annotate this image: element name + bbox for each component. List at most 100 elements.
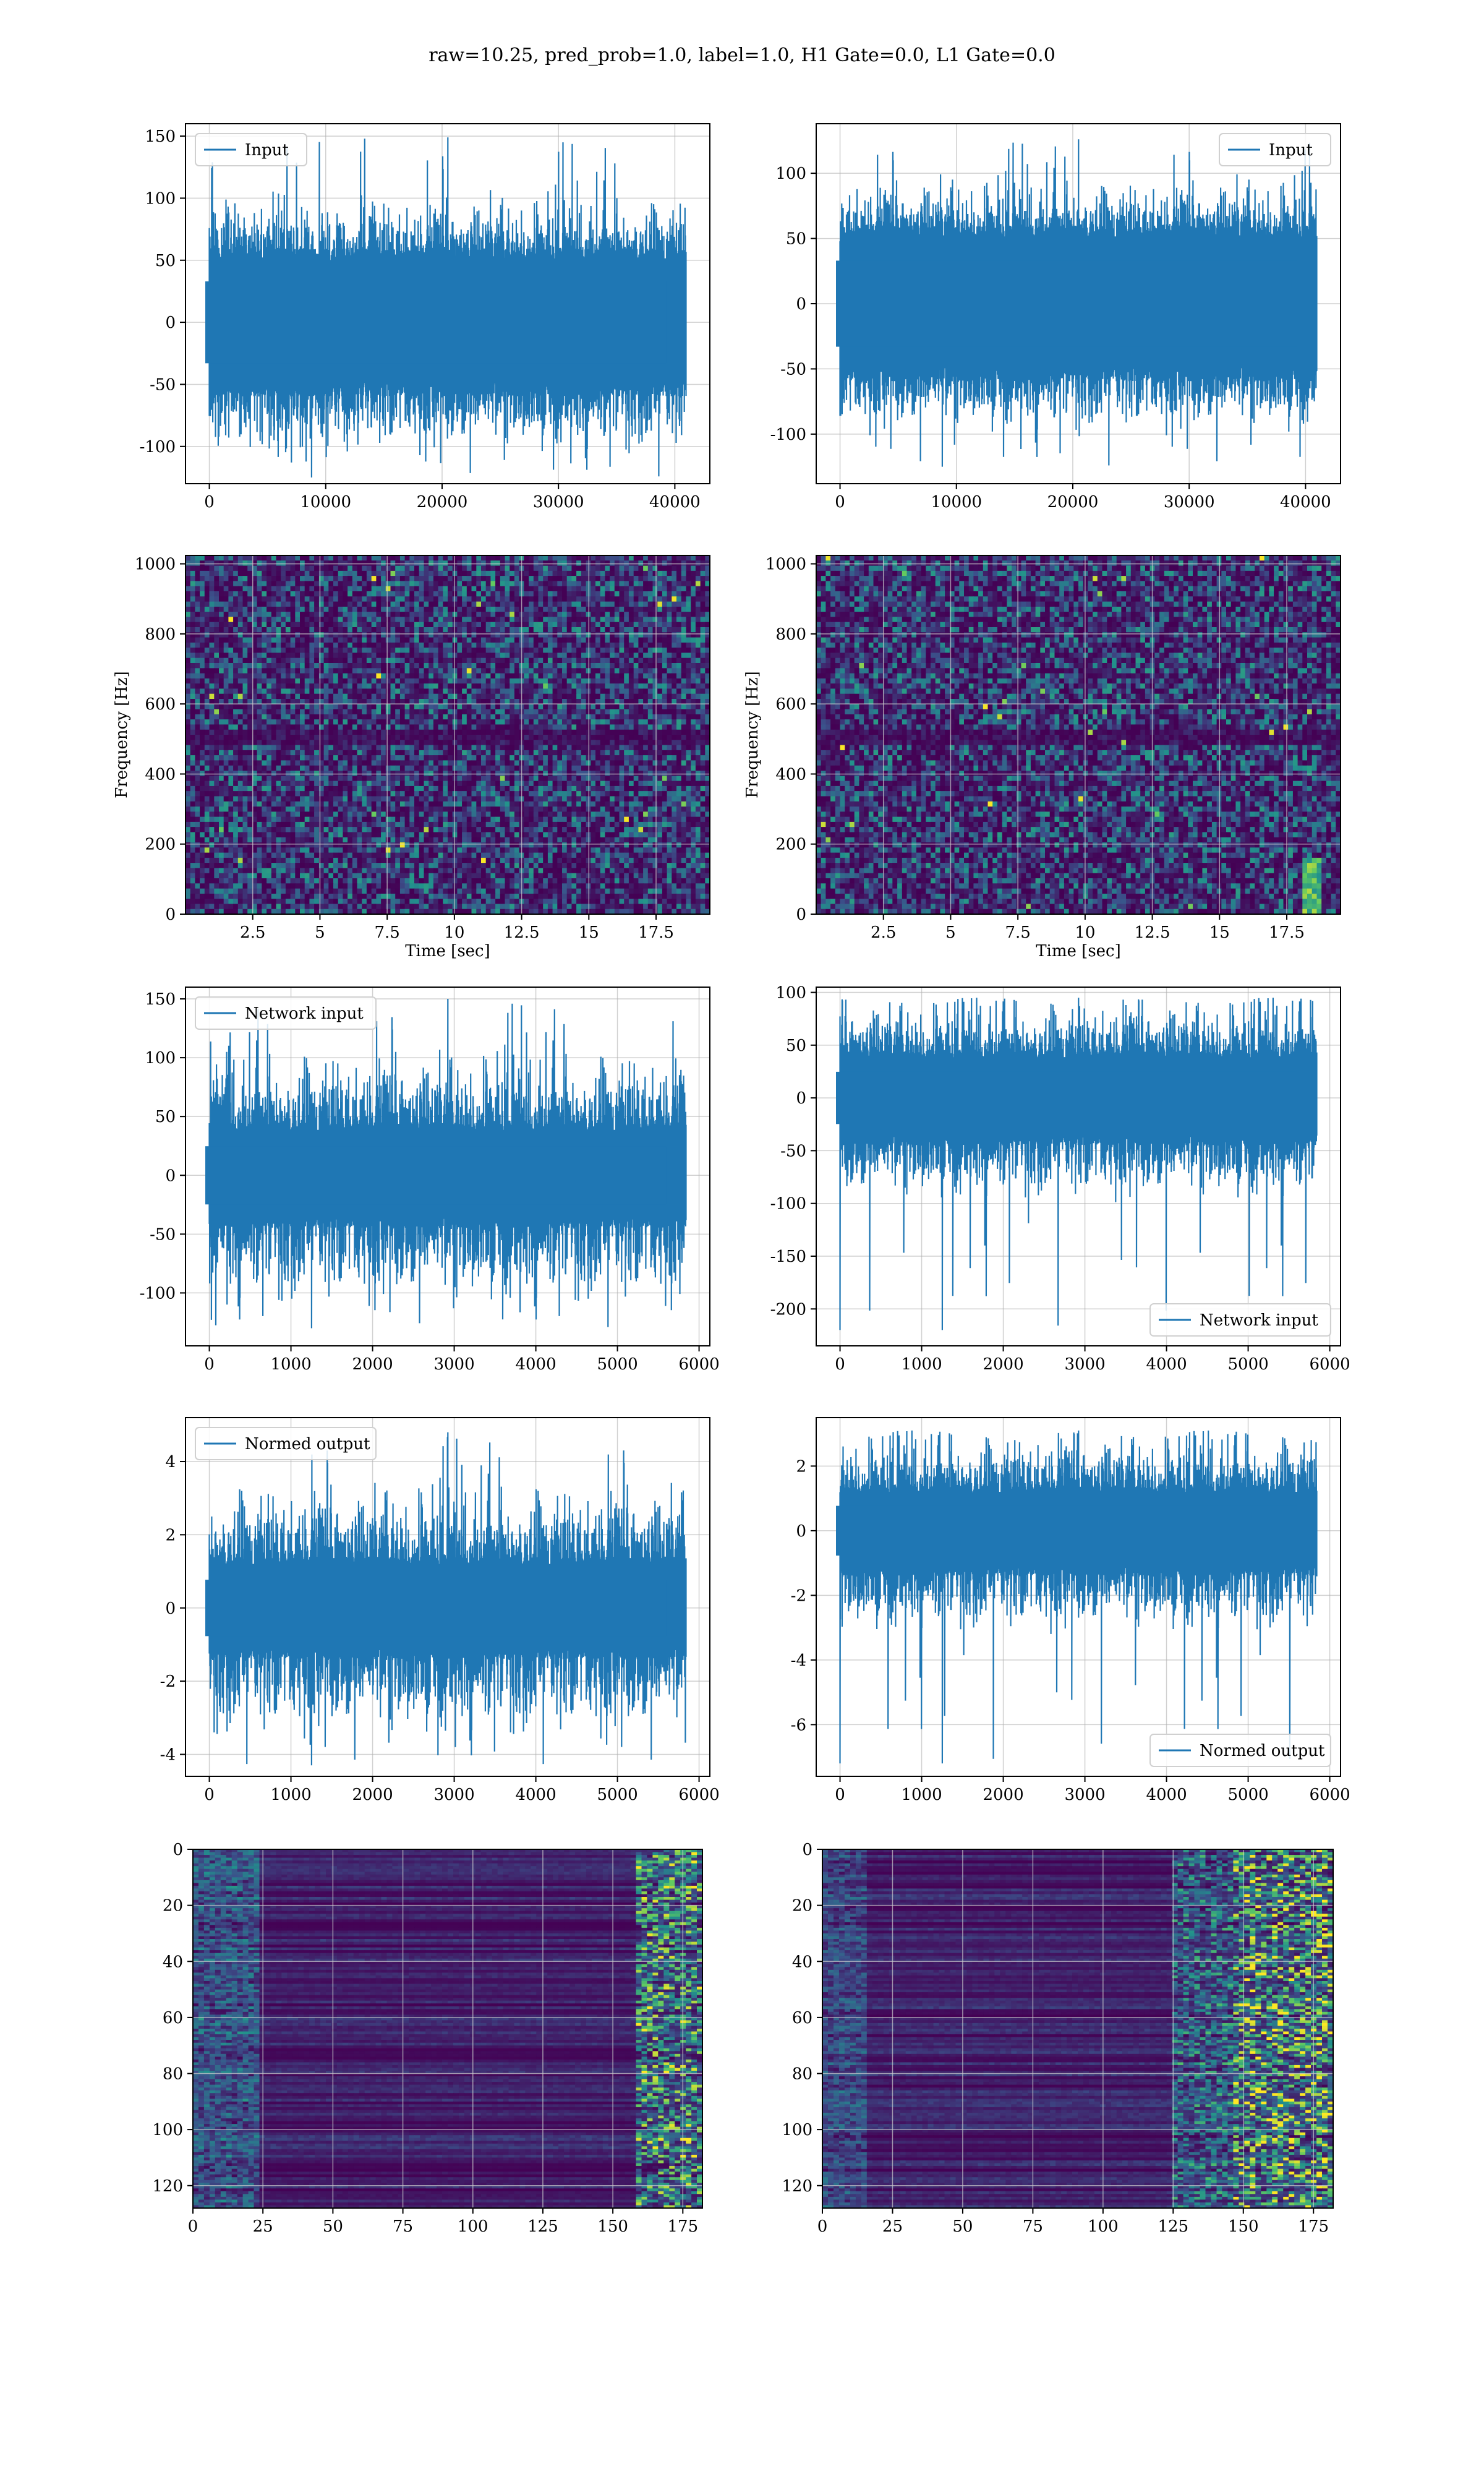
- h1-spectrogram-cell: [285, 617, 291, 623]
- h1-spectrogram-cell: [304, 765, 310, 771]
- h1-spectrogram-cell: [190, 735, 195, 740]
- h1-spectrogram-cell: [471, 781, 477, 787]
- h1-spectrogram-cell: [271, 719, 277, 725]
- h1-spectrogram-cell: [510, 648, 515, 653]
- h1-spectrogram-cell: [262, 688, 267, 695]
- h1-spectrogram-cell: [348, 735, 353, 740]
- h1-input-xtick-label: 40000: [649, 493, 701, 511]
- h1-spectrogram-cell: [247, 606, 253, 612]
- h1-spectrogram-cell: [271, 740, 277, 746]
- h1-spectrogram-cell: [429, 653, 434, 659]
- h1-spectrogram-cell: [566, 576, 572, 581]
- h1-spectrogram-cell: [495, 704, 501, 710]
- h1-spectrogram-cell: [195, 693, 200, 700]
- h1-spectrogram-cell: [462, 673, 467, 679]
- h1-spectrogram-cell: [628, 776, 634, 782]
- h1-spectrogram-cell: [209, 560, 215, 567]
- h1-spectrogram-cell: [314, 565, 320, 571]
- h1-spectrogram-cell: [595, 750, 601, 756]
- h1-spectrogram-cell: [576, 606, 582, 612]
- h1-spectrogram-cell: [624, 586, 629, 592]
- l1-input-legend-box: [1219, 133, 1331, 166]
- h1-spectrogram-cell: [686, 688, 691, 695]
- h1-spectrogram-cell: [352, 699, 358, 704]
- h1-spectrogram-cell: [304, 781, 310, 787]
- h1-spectrogram-cell: [552, 668, 558, 674]
- h1-spectrogram-cell: [385, 719, 391, 725]
- h1-spectrogram-cell: [429, 576, 434, 581]
- h1-spectrogram-cell: [514, 776, 520, 782]
- h1-spectrogram-cell: [399, 765, 406, 771]
- h1-spectrogram-cell: [557, 576, 563, 581]
- h1-spectrogram-cell: [662, 576, 668, 581]
- h1-spectrogram-cell: [204, 709, 210, 715]
- h1-spectrogram-cell: [686, 714, 691, 720]
- h1-spectrogram-cell: [186, 617, 191, 623]
- h1-spectrogram-cell: [309, 750, 315, 756]
- h1-spectrogram-cell: [295, 565, 301, 571]
- h1-spectrogram-cell: [705, 760, 710, 766]
- h1-spectrogram-cell: [399, 704, 406, 710]
- h1-spectrogram-cell: [529, 637, 534, 643]
- h1-spectrogram-cell: [228, 622, 234, 628]
- h1-spectrogram-cell: [614, 760, 620, 766]
- h1-spectrogram-cell: [252, 576, 258, 581]
- h1-spectrogram-cell: [348, 642, 353, 648]
- h1-spectrogram-cell: [562, 632, 568, 638]
- h1-spectrogram-cell: [309, 699, 315, 704]
- h1-spectrogram-cell: [633, 693, 639, 700]
- h1-spectrogram-cell: [290, 699, 296, 704]
- h1-spectrogram-cell: [695, 642, 701, 648]
- h1-spectrogram-cell: [247, 735, 253, 740]
- h1-spectrogram-cell: [562, 740, 568, 746]
- h1-spectrogram-cell: [438, 724, 443, 730]
- h1-spectrogram-cell: [190, 570, 195, 576]
- h1-spectrogram-cell: [571, 668, 577, 674]
- h1-spectrogram-cell: [252, 653, 258, 659]
- h1-spectrogram-cell: [300, 591, 305, 597]
- h1-spectrogram-cell: [457, 745, 463, 751]
- h1-spectrogram-cell: [647, 678, 654, 684]
- h1-spectrogram-cell: [357, 581, 362, 587]
- h1-spectrogram-cell: [433, 765, 439, 771]
- h1-spectrogram-cell: [228, 714, 234, 720]
- h1-spectrogram-cell: [505, 560, 510, 567]
- h1-spectrogram-cell: [667, 612, 672, 617]
- h1-spectrogram-cell: [700, 668, 706, 674]
- h1-spectrogram-cell: [452, 765, 458, 771]
- h1-spectrogram-cell: [610, 570, 615, 576]
- h1-spectrogram-cell: [381, 576, 386, 581]
- h1-spectrogram-cell: [638, 637, 644, 643]
- h1-spectrogram-cell: [348, 678, 353, 684]
- h1-spectrogram-cell: [538, 627, 544, 633]
- h1-spectrogram-cell: [686, 617, 691, 623]
- h1-spectrogram-cell: [633, 771, 639, 776]
- h1-spectrogram-cell: [385, 596, 391, 602]
- h1-spectrogram-cell: [281, 699, 286, 704]
- h1-spectrogram-cell: [262, 627, 267, 633]
- h1-spectrogram-cell: [318, 740, 325, 746]
- h1-spectrogram-cell: [338, 565, 343, 571]
- h1-spectrogram-cell: [209, 601, 215, 607]
- h1-spectrogram-cell: [381, 565, 386, 571]
- h1-spectrogram-cell: [514, 699, 520, 704]
- h1-spectrogram-cell: [304, 760, 310, 766]
- h1-spectrogram-cell: [257, 657, 262, 664]
- h1-spectrogram-cell: [399, 560, 406, 567]
- h1-spectrogram-cell: [233, 596, 239, 602]
- h1-spectrogram-cell: [409, 560, 415, 567]
- h1-spectrogram-cell: [228, 560, 234, 567]
- h1-spectrogram-cell: [510, 622, 515, 628]
- h1-spectrogram-cell: [233, 781, 239, 787]
- h1-spectrogram-cell: [676, 729, 682, 735]
- h1-spectrogram-cell: [471, 642, 477, 648]
- h1-spectrogram-cell: [419, 750, 424, 756]
- h1-spectrogram-cell: [529, 719, 534, 725]
- h1-spectrogram-cell: [371, 657, 377, 664]
- h1-spectrogram-cell: [200, 586, 205, 592]
- h1-spectrogram-cell: [304, 755, 310, 761]
- h1-spectrogram-cell: [700, 601, 706, 607]
- h1-spectrogram-cell: [362, 771, 367, 776]
- h1-spectrogram-cell: [237, 627, 244, 633]
- h1-spectrogram-cell: [352, 668, 358, 674]
